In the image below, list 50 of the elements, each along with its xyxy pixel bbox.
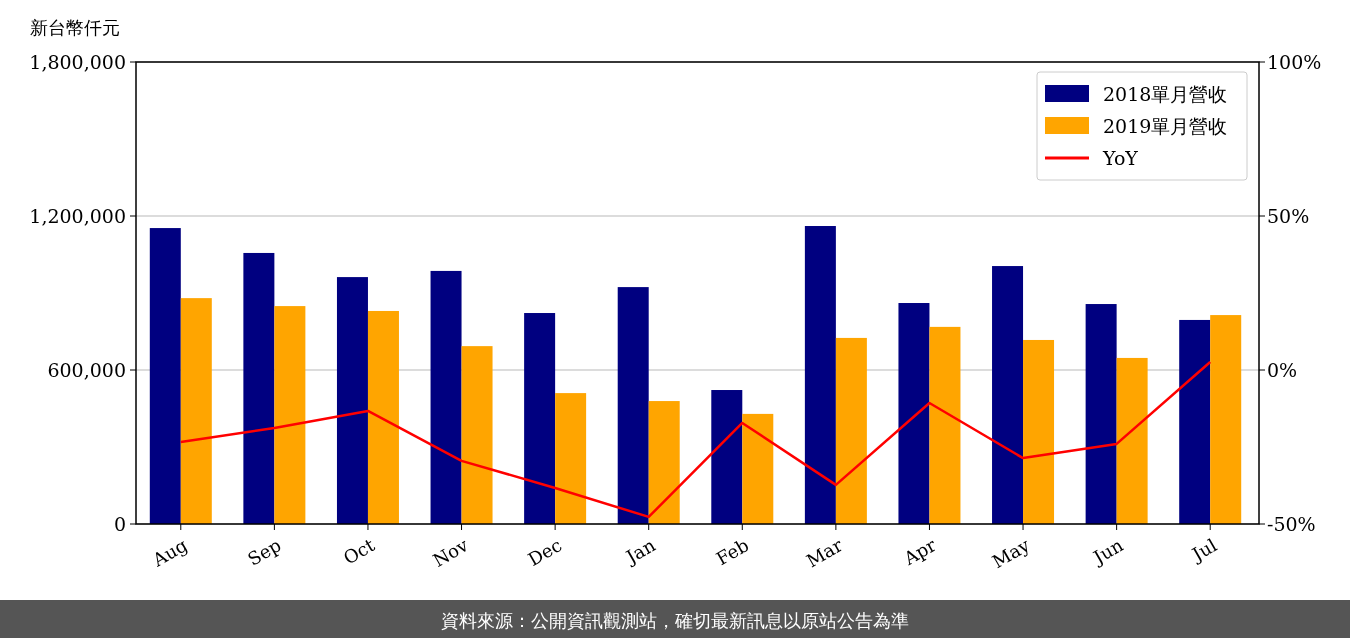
x-tick-label: Apr: [899, 534, 940, 570]
x-tick-label: Dec: [524, 534, 566, 571]
x-tick-label: Mar: [802, 534, 847, 572]
bar: [929, 326, 961, 524]
bar: [336, 277, 368, 524]
bar: [617, 287, 649, 524]
bar: [711, 390, 743, 524]
x-tick-label: Sep: [243, 534, 285, 570]
x-tick-label: Nov: [429, 533, 473, 571]
legend-label: 2019單月營收: [1103, 115, 1228, 137]
bar: [430, 270, 462, 524]
y2-tick-label: 0%: [1267, 359, 1298, 381]
bar: [742, 413, 774, 524]
y-tick-label: 600,000: [47, 359, 126, 381]
y2-tick-label: 50%: [1267, 205, 1310, 227]
bar: [243, 252, 275, 524]
y-tick-label: 1,800,000: [29, 51, 126, 73]
x-tick-label: Oct: [339, 533, 379, 569]
x-tick-label: Aug: [148, 534, 191, 572]
legend-label: YoY: [1102, 147, 1139, 169]
line-series: [179, 360, 1212, 519]
bar: [1116, 357, 1148, 524]
y2-tick-label: 100%: [1267, 51, 1322, 73]
bar: [1179, 319, 1211, 524]
y-tick-label: 1,200,000: [29, 205, 126, 227]
x-tick-label: May: [988, 533, 1034, 573]
bar: [1023, 339, 1055, 524]
source-note: 資料來源：公開資訊觀測站，確切最新訊息以原站公告為準: [441, 610, 909, 631]
bar: [149, 228, 181, 524]
x-tick-label: Jun: [1088, 534, 1127, 569]
bar: [835, 337, 867, 524]
legend-label: 2018單月營收: [1103, 83, 1228, 105]
bar: [461, 346, 493, 524]
x-tick-label: Jul: [1186, 534, 1221, 566]
bar: [898, 303, 930, 524]
bar: [524, 313, 556, 524]
x-tick-label: Feb: [712, 534, 753, 570]
y2-tick-label: -50%: [1267, 513, 1316, 535]
bar: [274, 306, 306, 524]
bar: [1085, 304, 1117, 524]
bar: [1210, 315, 1242, 524]
bar: [367, 310, 399, 524]
y-axis-title: 新台幣仟元: [30, 17, 120, 38]
x-tick-label: Jan: [620, 534, 660, 569]
bar: [804, 226, 836, 524]
bar: [992, 266, 1024, 524]
y-tick-label: 0: [113, 513, 126, 535]
bar: [555, 393, 587, 524]
bar: [180, 298, 212, 524]
bar: [648, 401, 680, 524]
